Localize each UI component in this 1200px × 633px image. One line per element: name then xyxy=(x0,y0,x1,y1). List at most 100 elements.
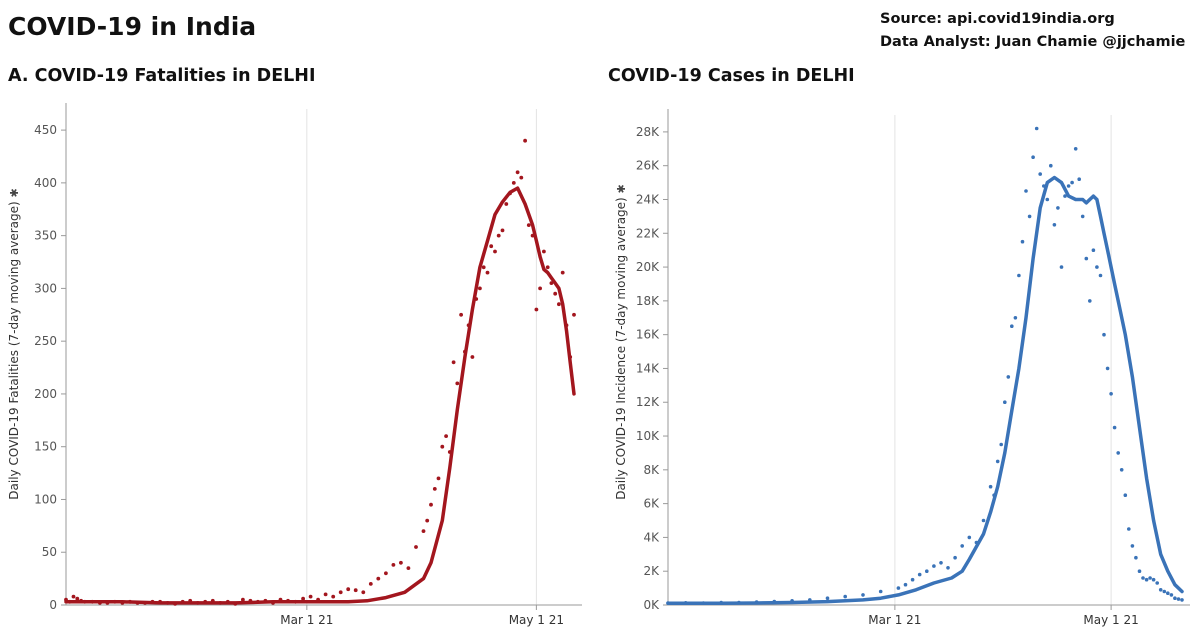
credits: Source: api.covid19india.org Data Analys… xyxy=(880,8,1185,54)
cases-y-tick-label: 20K xyxy=(636,260,660,274)
cases-daily-point xyxy=(1017,273,1021,278)
source-text: Source: api.covid19india.org xyxy=(880,11,1115,27)
cases-daily-point xyxy=(1052,223,1057,227)
cases-daily-point xyxy=(1095,265,1099,269)
fatalities-daily-point xyxy=(553,291,558,296)
fatalities-daily-point xyxy=(421,529,426,533)
fatalities-daily-point xyxy=(376,576,381,581)
cases-daily-point xyxy=(1109,392,1113,396)
cases-daily-point xyxy=(1013,316,1018,320)
fatalities-daily-point xyxy=(496,233,501,238)
fatalities-daily-point xyxy=(432,487,437,491)
cases-daily-point xyxy=(939,561,943,565)
cases-daily-point xyxy=(1127,527,1131,531)
cases-daily-point xyxy=(1073,147,1078,151)
fatalities-y-tick-label: 200 xyxy=(34,387,57,401)
cases-daily-point xyxy=(1070,180,1074,185)
cases-daily-point xyxy=(1116,451,1120,455)
cases-daily-point xyxy=(1006,375,1011,379)
cases-daily-point xyxy=(1056,206,1060,210)
fatalities-daily-point xyxy=(485,270,490,275)
fatalities-daily-point xyxy=(399,560,403,565)
fatalities-daily-point xyxy=(538,286,542,291)
fatalities-daily-point xyxy=(436,476,441,481)
cases-daily-point xyxy=(1045,197,1050,202)
fatalities-daily-point xyxy=(429,502,433,507)
fatalities-daily-point xyxy=(500,228,505,233)
cases-daily-point xyxy=(1049,163,1053,168)
cases-daily-point xyxy=(910,577,915,582)
cases-daily-point xyxy=(946,566,950,570)
cases-daily-point xyxy=(1144,577,1149,582)
fatalities-daily-point xyxy=(368,582,373,586)
page-title: COVID-19 in India xyxy=(8,12,257,41)
cases-daily-point xyxy=(1003,400,1007,405)
fatalities-daily-point xyxy=(504,202,509,206)
fatalities-y-tick-label: 450 xyxy=(34,123,57,137)
cases-daily-point xyxy=(1173,596,1177,600)
cases-daily-point xyxy=(1155,581,1159,585)
cases-daily-point xyxy=(981,518,986,523)
cases-daily-point xyxy=(1102,332,1106,337)
cases-daily-point xyxy=(932,564,936,568)
cases-daily-point xyxy=(1080,214,1085,219)
cases-daily-point xyxy=(1151,577,1156,582)
cases-daily-point xyxy=(1038,172,1042,176)
fatalities-x-tick-label: Mar 1 21 xyxy=(280,613,333,627)
cases-daily-point xyxy=(1141,576,1145,580)
cases-daily-point xyxy=(1031,155,1035,159)
fatalities-daily-point xyxy=(545,265,550,270)
cases-daily-point xyxy=(878,589,883,594)
cases-y-tick-label: 10K xyxy=(636,429,660,443)
cases-daily-point xyxy=(1027,214,1032,219)
fatalities-y-tick-label: 0 xyxy=(49,598,57,612)
fatalities-daily-point xyxy=(353,588,358,593)
cases-daily-point xyxy=(1148,576,1152,580)
fatalities-daily-point xyxy=(75,596,80,601)
cases-daily-point xyxy=(1010,324,1014,329)
cases-daily-point xyxy=(967,535,972,540)
fatalities-daily-point xyxy=(414,545,418,549)
cases-daily-point xyxy=(1063,194,1067,198)
fatalities-daily-point xyxy=(489,244,494,249)
cases-daily-point xyxy=(953,555,957,560)
fatalities-daily-point xyxy=(470,355,475,359)
fatalities-daily-point xyxy=(572,312,576,317)
fatalities-daily-point xyxy=(459,312,463,317)
fatalities-daily-point xyxy=(338,590,343,595)
cases-x-tick-label: May 1 21 xyxy=(1083,613,1138,627)
cases-daily-point xyxy=(1020,239,1025,244)
cases-daily-point xyxy=(1105,366,1110,371)
analyst-text: Data Analyst: Juan Chamie @jjchamie xyxy=(880,34,1186,50)
fatalities-daily-point xyxy=(331,594,336,599)
cases-daily-point xyxy=(988,484,993,489)
cases-daily-point xyxy=(1024,189,1028,193)
fatalities-y-tick-label: 250 xyxy=(34,334,57,348)
cases-y-tick-label: 8K xyxy=(643,463,660,477)
fatalities-daily-point xyxy=(557,302,561,307)
cases-daily-point xyxy=(1130,544,1135,548)
cases-daily-point xyxy=(896,586,901,590)
cases-daily-point xyxy=(1084,256,1089,261)
cases-y-tick-label: 4K xyxy=(643,530,660,544)
cases-moving-average-line xyxy=(666,175,1184,606)
cases-daily-point xyxy=(1162,589,1167,594)
fatalities-daily-point xyxy=(440,444,445,449)
cases-daily-point xyxy=(1066,184,1071,188)
fatalities-daily-point xyxy=(542,249,546,254)
fatalities-daily-point xyxy=(425,518,430,523)
cases-daily-point xyxy=(825,596,830,600)
fatalities-daily-point xyxy=(361,590,366,595)
cases-daily-point xyxy=(1169,593,1174,597)
fatalities-daily-point xyxy=(301,596,305,601)
cases-daily-point xyxy=(1088,299,1092,303)
cases-y-tick-label: 12K xyxy=(636,395,660,409)
fatalities-daily-point xyxy=(493,249,497,254)
cases-daily-point xyxy=(1166,591,1170,595)
cases-x-tick-label: Mar 1 21 xyxy=(868,613,921,627)
cases-y-tick-label: 16K xyxy=(636,328,660,342)
cases-daily-point xyxy=(1112,425,1117,430)
fatalities-daily-point xyxy=(560,270,565,275)
cases-y-tick-label: 28K xyxy=(636,125,660,139)
cases-daily-point xyxy=(1180,598,1184,602)
